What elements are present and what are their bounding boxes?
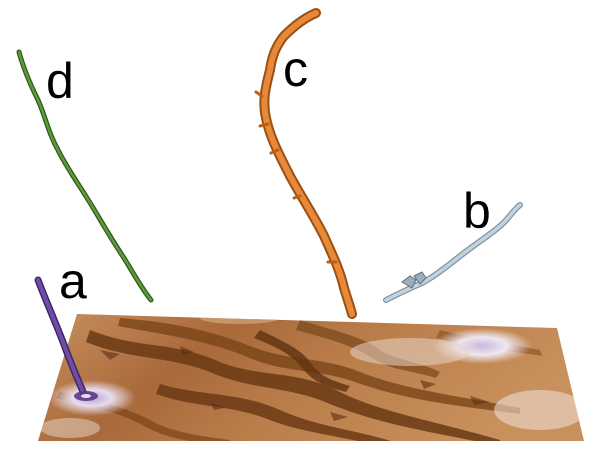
label-d: d (46, 53, 74, 109)
label-b: b (463, 183, 491, 239)
tube-c (254, 8, 357, 319)
label-c: c (283, 41, 308, 97)
terrain-surface (38, 314, 584, 441)
tube-b (383, 202, 523, 303)
label-a: a (59, 253, 87, 309)
tube-a (34, 276, 98, 401)
tube-d (16, 49, 154, 303)
